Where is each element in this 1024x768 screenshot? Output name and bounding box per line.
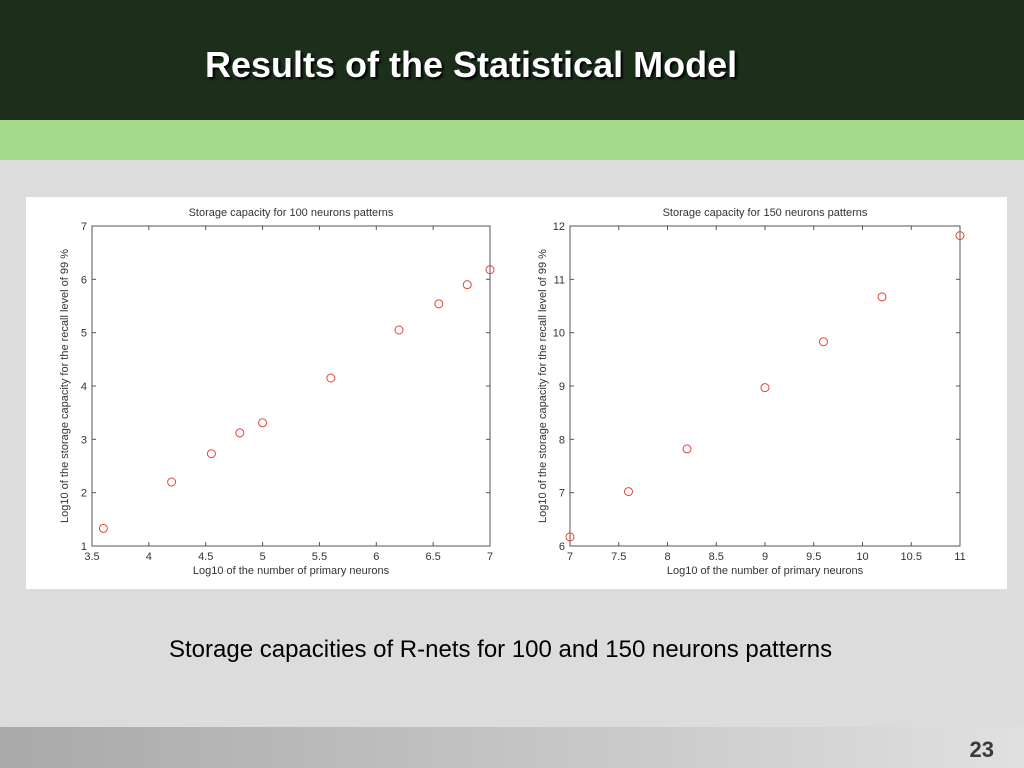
y-tick-label: 7 xyxy=(81,221,87,233)
data-point xyxy=(434,299,444,309)
plot-frame xyxy=(569,225,961,547)
chart-100: Storage capacity for 100 neurons pattern… xyxy=(59,207,495,577)
x-tick-label: 4 xyxy=(146,551,152,563)
x-tick-label: 7 xyxy=(487,551,493,563)
y-axis-label: Log10 of the storage capacity for the re… xyxy=(59,249,71,523)
data-point xyxy=(682,444,692,454)
y-tick-label: 10 xyxy=(553,328,565,340)
data-point xyxy=(206,449,216,459)
x-tick-label: 8 xyxy=(664,551,670,563)
x-tick-label: 8.5 xyxy=(709,551,724,563)
figure-panel: Storage capacity for 100 neurons pattern… xyxy=(26,197,1007,589)
y-tick-label: 6 xyxy=(81,274,87,286)
y-tick-label: 9 xyxy=(559,381,565,393)
x-tick-label: 3.5 xyxy=(84,551,99,563)
data-point xyxy=(485,265,495,275)
x-tick-label: 5.5 xyxy=(312,551,327,563)
data-point xyxy=(462,280,472,290)
page-number: 23 xyxy=(969,737,994,762)
x-tick-label: 6.5 xyxy=(425,551,440,563)
data-point xyxy=(819,337,828,347)
data-point xyxy=(760,383,770,393)
x-tick-label: 9.5 xyxy=(806,551,821,563)
x-tick-label: 6 xyxy=(373,551,379,563)
charts-svg: Storage capacity for 100 neurons pattern… xyxy=(59,207,966,577)
y-tick-label: 1 xyxy=(81,541,87,553)
data-point xyxy=(235,428,245,438)
figure-caption: Storage capacities of R-nets for 100 and… xyxy=(169,636,833,663)
data-point xyxy=(98,523,108,533)
x-tick-label: 11 xyxy=(954,551,965,563)
slide-title: Results of the Statistical Model xyxy=(205,44,738,85)
x-axis-label: Log10 of the number of primary neurons xyxy=(667,565,864,577)
y-tick-label: 3 xyxy=(81,434,87,446)
y-tick-label: 7 xyxy=(559,488,565,500)
x-tick-label: 10.5 xyxy=(901,551,922,563)
y-tick-label: 12 xyxy=(553,221,565,233)
x-tick-label: 5 xyxy=(260,551,266,563)
chart-title: Storage capacity for 150 neurons pattern… xyxy=(663,207,868,219)
y-tick-label: 6 xyxy=(559,541,565,553)
x-tick-label: 10 xyxy=(856,551,868,563)
data-point xyxy=(565,532,575,542)
data-point xyxy=(624,487,633,497)
y-tick-label: 8 xyxy=(559,434,565,446)
y-axis-label: Log10 of the storage capacity for the re… xyxy=(537,249,549,523)
plot-frame xyxy=(91,225,491,547)
x-tick-label: 7.5 xyxy=(611,551,626,563)
x-tick-label: 9 xyxy=(762,551,768,563)
data-point xyxy=(394,325,404,335)
data-point xyxy=(258,418,268,428)
x-tick-label: 7 xyxy=(567,551,573,563)
data-point xyxy=(167,477,177,487)
y-tick-label: 5 xyxy=(81,328,87,340)
chart-150: Storage capacity for 150 neurons pattern… xyxy=(537,207,966,577)
data-point xyxy=(955,231,965,241)
x-axis-label: Log10 of the number of primary neurons xyxy=(193,565,390,577)
data-point xyxy=(326,373,336,383)
y-tick-label: 11 xyxy=(554,274,565,286)
y-tick-label: 2 xyxy=(81,488,87,500)
data-point xyxy=(877,292,887,302)
slide-header: Results of the Statistical Model xyxy=(0,0,1024,120)
slide-footer: 23 xyxy=(0,727,1024,768)
chart-title: Storage capacity for 100 neurons pattern… xyxy=(189,207,394,219)
accent-band xyxy=(0,120,1024,160)
x-tick-label: 4.5 xyxy=(198,551,213,563)
y-tick-label: 4 xyxy=(81,381,87,393)
